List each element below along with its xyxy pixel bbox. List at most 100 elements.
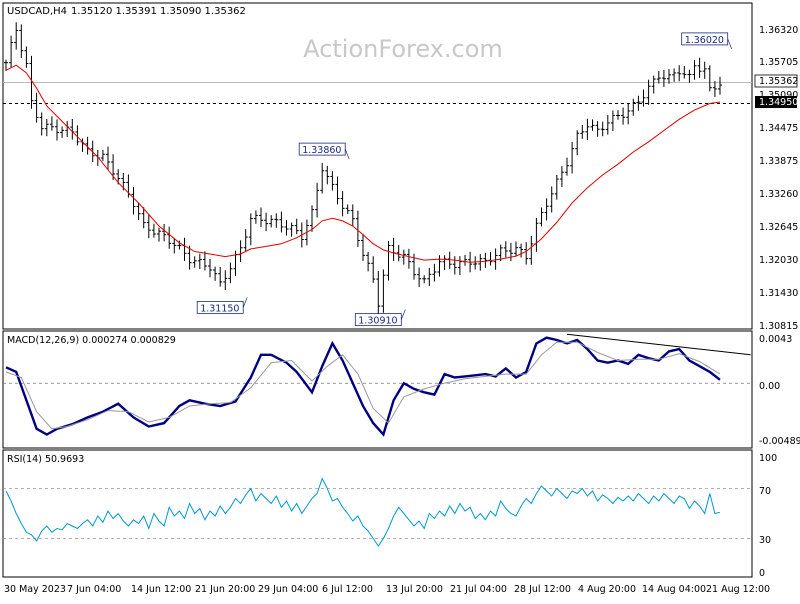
ohlc-bar (616, 110, 620, 120)
x-axis-label: 6 Jul 12:00 (322, 584, 373, 595)
ohlc-bar (39, 112, 44, 136)
ohlc-bar (626, 103, 631, 125)
price-tick-label: 1.36320 (759, 25, 798, 36)
ohlc-bar (345, 204, 350, 215)
rsi-tick-label: 0 (759, 568, 765, 579)
ohlc-bar (4, 59, 8, 71)
ohlc-bar (687, 69, 692, 83)
ohlc-bar (340, 191, 345, 217)
ohlc-bar (330, 171, 335, 191)
ohlc-bar (692, 60, 697, 80)
macd-series (3, 333, 752, 437)
price-panel-title: USDCAD,H4 1.35120 1.35391 1.35090 1.35362 (7, 6, 246, 17)
price-annotation: 1.36020 (681, 32, 733, 50)
ohlc-bar (396, 245, 401, 262)
ohlc-bar (19, 24, 24, 58)
ohlc-bar (712, 81, 717, 97)
ohlc-bar (498, 244, 503, 262)
price-tick-label: 1.32030 (759, 255, 798, 266)
ohlc-bar (100, 149, 105, 162)
ohlc-bar (259, 207, 263, 227)
ohlc-label: 1.35120 1.35391 1.35090 1.35362 (71, 6, 246, 17)
ohlc-bar (274, 213, 279, 228)
ohlc-bar (146, 214, 151, 239)
ohlc-bar (177, 240, 182, 250)
x-axis-label: 29 Jun 04:00 (258, 584, 318, 595)
price-tick-label: 1.35705 (759, 57, 798, 68)
x-axis-label: 14 Jun 12:00 (131, 584, 191, 595)
support-price-box (755, 96, 797, 108)
macd-tick-label: -0.004895 (759, 436, 800, 447)
macd-line (5, 336, 721, 437)
ohlc-bar (417, 267, 422, 287)
ohlc-bar (718, 76, 722, 95)
ohlc-bar (519, 243, 524, 258)
x-axis-label: 21 Jun 20:00 (195, 584, 255, 595)
ohlc-bar (223, 270, 228, 291)
ohlc-bar (631, 98, 636, 116)
price-annotation-label: 1.30910 (358, 316, 397, 327)
ohlc-bar (95, 149, 100, 166)
price-tick-label: 1.34475 (759, 123, 798, 134)
rsi-tick-label: 30 (759, 535, 771, 546)
ohlc-bar (442, 255, 447, 270)
price-panel-frame (2, 2, 753, 330)
current-price-label: 1.35362 (759, 76, 798, 87)
ohlc-bar (570, 141, 575, 174)
ohlc-bar (60, 126, 65, 138)
ohlc-bar (238, 240, 243, 263)
price-annotation: 1.31150 (196, 297, 248, 314)
ohlc-bar (187, 245, 192, 270)
symbol-label: USDCAD,H4 (7, 6, 67, 17)
ohlc-bar (437, 255, 442, 277)
price-tick-label: 1.35090 (759, 90, 798, 101)
current-price-box (754, 74, 798, 88)
ohlc-bar (366, 251, 371, 272)
ohlc-bar (478, 254, 483, 271)
ohlc-bar (70, 118, 75, 140)
price-tick-label: 1.30815 (759, 321, 798, 332)
rsi-series (3, 477, 752, 547)
ohlc-bar (508, 242, 513, 262)
macd-trendline (566, 333, 751, 356)
rsi-line (5, 477, 721, 547)
x-axis-label: 21 Aug 12:00 (706, 584, 770, 595)
macd-label: MACD(12,26,9) 0.000274 0.000829 (7, 335, 176, 346)
ohlc-bar (610, 110, 615, 132)
ohlc-bar (14, 22, 19, 50)
macd-panel-frame (2, 330, 753, 449)
ohlc-bar (672, 68, 677, 82)
ohlc-bar (315, 182, 320, 218)
ohlc-bar (335, 176, 340, 205)
ohlc-bar (580, 124, 585, 139)
ohlc-bar (162, 223, 167, 242)
ohlc-bar (361, 233, 365, 261)
ohlc-bar (488, 252, 493, 266)
ohlc-bar (621, 107, 626, 125)
ohlc-bar (524, 242, 529, 265)
ohlc-bar (452, 256, 457, 275)
ohlc-bar (325, 165, 330, 185)
ohlc-bar (284, 220, 289, 236)
ohlc-bar (141, 207, 146, 229)
ohlc-bar (427, 267, 432, 287)
ohlc-bar (151, 223, 156, 238)
ohlc-bar (310, 205, 314, 232)
ohlc-bar (590, 119, 595, 131)
ohlc-bar (600, 121, 605, 137)
x-axis-label: 28 Jul 12:00 (514, 584, 571, 595)
ohlc-bar (320, 162, 325, 194)
x-axis-label: 14 Aug 04:00 (642, 584, 706, 595)
macd-tick-label: 0.0043 (759, 334, 792, 345)
rsi-panel-frame (2, 449, 753, 578)
ohlc-bar (401, 249, 406, 265)
ohlc-bar (228, 262, 233, 284)
price-annotation: 1.30910 (354, 309, 406, 327)
ohlc-bar (44, 118, 49, 137)
ohlc-bar (197, 253, 202, 269)
ohlc-bar (447, 251, 452, 270)
ohlc-bar (503, 241, 508, 258)
ohlc-bar (167, 226, 172, 249)
rsi-tick-label: 100 (759, 453, 777, 464)
